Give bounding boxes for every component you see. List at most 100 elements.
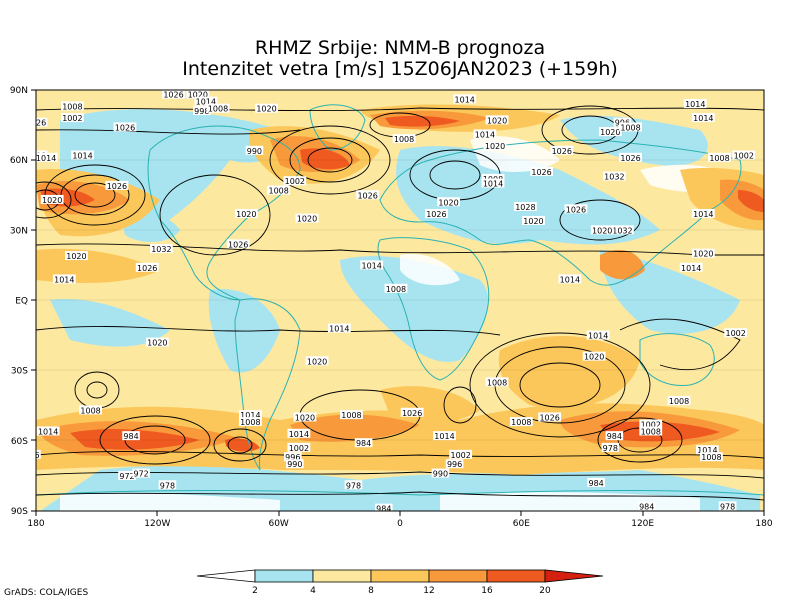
isobar-label: 1020 (66, 252, 86, 261)
isobar-label: 990 (287, 460, 302, 469)
isobar-label-bg (538, 412, 562, 422)
isobar-label-bg (113, 122, 137, 132)
isobar-label-bg (601, 442, 620, 452)
isobar-label-bg (605, 431, 624, 441)
isobar-label-bg (118, 470, 136, 480)
isobar-label-bg (384, 283, 408, 293)
isobar-label-bg (619, 122, 642, 132)
longitude-label: 180 (755, 519, 772, 529)
isobar-label: 1014 (36, 154, 56, 163)
isobar-label-bg (724, 328, 748, 338)
colorbar-label: 12 (423, 586, 434, 596)
isobar-label-bg (293, 412, 317, 422)
isobar-label-bg (52, 274, 76, 284)
isobar-label-bg (695, 445, 719, 455)
chart-title-line1: RHMZ Srbije: NMM-B prognoza (254, 37, 546, 59)
isobar-label: 1020 (584, 353, 604, 362)
isobar-label-bg (71, 150, 94, 160)
isobar-label-bg (194, 96, 218, 106)
isobar-label: 1008 (701, 453, 721, 462)
isobar-label: 1020 (236, 210, 256, 219)
axis-ticks (31, 89, 765, 516)
isobar-label: 972 (134, 470, 149, 479)
colorbar-label: 8 (368, 586, 374, 596)
isobar-label: 1026 (115, 123, 135, 132)
isobar-label-bg (61, 101, 84, 111)
isobar-label-bg (255, 103, 278, 113)
isobar-label: 1026 (107, 182, 127, 191)
isobar-label: 996 (24, 451, 39, 460)
longitude-label: 180 (27, 519, 44, 529)
isobar-label-bg (234, 208, 258, 218)
isobar-label: 1026 (620, 154, 640, 163)
isobar-label: 1026 (26, 119, 46, 128)
isobar-label: 1008 (620, 123, 640, 132)
isobar-label: 1020 (487, 116, 507, 125)
isobar-label-bg (344, 480, 363, 490)
isobar-label: 978 (346, 481, 361, 490)
latitude-label: 30S (11, 367, 28, 377)
isobar-label: 1008 (80, 406, 100, 415)
colorbar-segment (428, 569, 488, 583)
isobar-label: 1020 (307, 357, 327, 366)
isobar-label: 984 (123, 432, 138, 441)
isobar-label-bg (267, 185, 291, 195)
isobar-label: 1014 (329, 325, 349, 334)
isobar-label: 1020 (523, 217, 543, 226)
isobar-label-bg (360, 260, 384, 270)
isobar-label-bg (522, 215, 545, 225)
isobar-label-bg (375, 503, 393, 511)
isobar-label-bg (17, 207, 35, 216)
isobar-label-bg (356, 190, 380, 200)
isobar-label: 984 (639, 502, 654, 511)
isobar-label: 1008 (511, 418, 531, 427)
colorbar-label: 16 (481, 586, 493, 596)
isobar-label: 1014 (434, 432, 454, 441)
footer-credit: GrADS: COLA/IGES (4, 588, 89, 598)
isobar-label-bg (295, 213, 319, 223)
isobar-label: 1014 (560, 275, 580, 284)
isobar-label-bg (453, 94, 477, 104)
isobar-label: 996 (18, 208, 33, 217)
coastlines (36, 104, 764, 496)
isobar-label-bg (509, 417, 533, 427)
isobar-label-bg (437, 197, 460, 207)
isobar-label-bg (354, 438, 373, 448)
isobar-label: 1020 (485, 142, 505, 151)
isobar-label: 1026 (402, 409, 422, 418)
isobar-label: 1020 (592, 226, 612, 235)
isobar-label-bg (590, 225, 614, 235)
isobar-label-bg (12, 214, 35, 223)
isobar-label: 1014 (693, 114, 713, 123)
colorbar-high-arrow (544, 569, 604, 583)
isobar-label-bg (287, 428, 311, 438)
isobar-label-bg (485, 115, 509, 125)
isobar-label: 1026 (137, 264, 157, 273)
isobar-label: 978 (603, 444, 618, 453)
latitude-labels: 90N 60N 30N EQ 30S 60S 90S (10, 86, 28, 517)
isobar-label: 1008 (641, 427, 661, 436)
isobar-label-bg (530, 166, 553, 176)
isobar-label-bg (558, 274, 582, 284)
isobar-label-bg (637, 501, 656, 511)
isobar-label-bg (238, 417, 262, 427)
isobar-label: 1032 (612, 226, 632, 235)
isobar-label-bg (400, 407, 424, 417)
isobar-label: 1014 (455, 95, 475, 104)
isobar-label-bg (483, 141, 507, 151)
isobar-label: 1008 (709, 154, 729, 163)
isobar-label-bg (473, 129, 497, 139)
isobar-label-bg (40, 194, 64, 204)
isobar-label-bg (193, 106, 211, 116)
isobar-label-bg (286, 459, 304, 469)
isobar-label: 1008 (208, 105, 228, 114)
isobar-label: 1026 (552, 147, 572, 156)
isobar-label: 1014 (693, 210, 713, 219)
isobar-label-bg (340, 410, 363, 420)
isobar-label-bg (481, 173, 505, 183)
chart-title-line2: Intenzitet vetra [m/s] 15Z06JAN2023 (+15… (182, 58, 618, 80)
isobar-label: 1014 (54, 275, 74, 284)
isobar-label-bg (613, 117, 632, 127)
longitude-label: 60E (513, 519, 530, 529)
colorbar-label: 4 (310, 586, 316, 596)
